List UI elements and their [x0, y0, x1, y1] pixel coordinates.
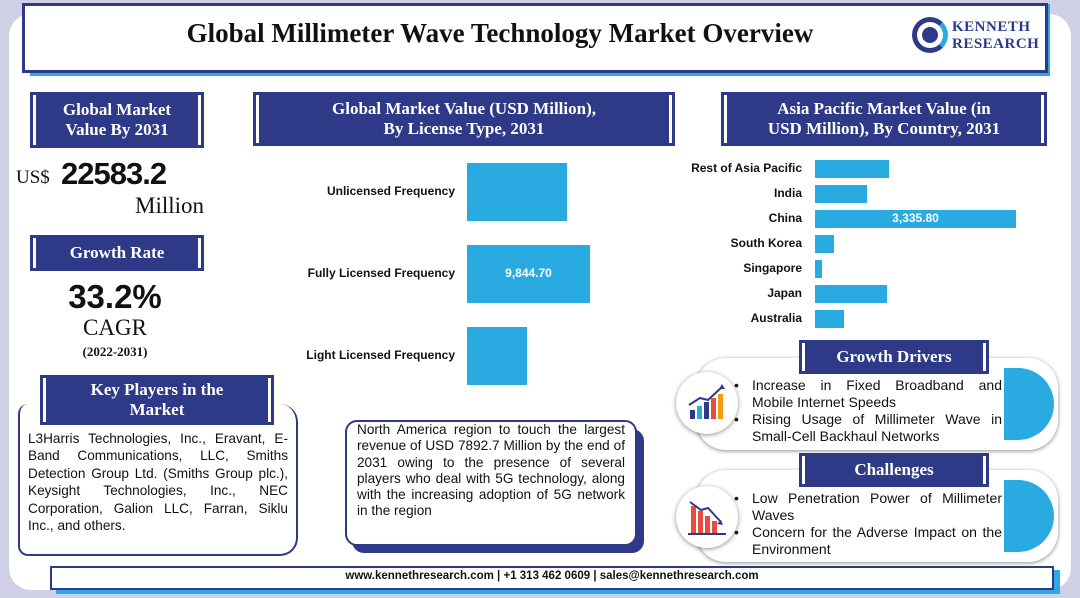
challenges-banner: Challenges	[802, 456, 986, 484]
market-value-banner: Global Market Value By 2031	[33, 95, 201, 145]
chart-category-label: Light Licensed Frequency	[306, 348, 455, 362]
chart-bar	[815, 260, 822, 278]
logo-dot-icon	[922, 27, 938, 43]
chart-bar	[467, 245, 590, 303]
north-america-text: North America region to touch the larges…	[357, 422, 625, 519]
license-chart-banner: Global Market Value (USD Million), By Li…	[256, 95, 672, 143]
logo-text-line2: RESEARCH	[952, 36, 1040, 52]
key-players-banner-line2: Market	[129, 400, 185, 419]
apac-chart-banner-line1: Asia Pacific Market Value (in	[777, 99, 991, 119]
chart-category-label: Fully Licensed Frequency	[307, 266, 455, 280]
key-players-banner: Key Players in the Market	[43, 378, 271, 422]
cagr-label: CAGR	[83, 315, 147, 340]
challenges-icon-circle	[676, 486, 738, 548]
cagr-value: 33.2%	[68, 278, 162, 315]
title-box	[22, 3, 1048, 73]
market-value-banner-line2: Value By 2031	[65, 120, 169, 139]
chart-bar	[815, 285, 887, 303]
growth-drivers-list: Increase in Fixed Broadband and Mobile I…	[732, 377, 1002, 445]
chart-category-label: Singapore	[743, 261, 802, 275]
key-players-box	[18, 404, 298, 556]
chart-category-label: Unlicensed Frequency	[326, 184, 455, 198]
market-value-number: 22583.2	[61, 156, 167, 191]
market-value-banner-line1: Global Market	[62, 100, 172, 120]
challenge-item: Concern for the Adverse Impact on the En…	[732, 524, 1002, 558]
growth-driver-item: Rising Usage of Millimeter Wave in Small…	[732, 411, 1002, 445]
cagr-period: (2022-2031)	[82, 344, 148, 359]
chart-category-label: South Korea	[730, 236, 802, 250]
license-chart-banner-line1: Global Market Value (USD Million),	[332, 99, 596, 119]
chart-bar	[815, 235, 834, 253]
key-players-banner-line1: Key Players in the	[90, 380, 224, 400]
chart-category-label: Japan	[767, 286, 802, 300]
key-players-text: L3Harris Technologies, Inc., Eravant, E-…	[28, 431, 288, 534]
north-america-box	[345, 420, 637, 546]
challenges-list: Low Penetration Power of Millimeter Wave…	[732, 490, 1002, 558]
chart-bar	[815, 185, 867, 203]
chart-bar	[815, 160, 889, 178]
rising-chart-icon	[688, 384, 725, 419]
chart-category-label: Rest of Asia Pacific	[691, 161, 802, 175]
challenge-item: Low Penetration Power of Millimeter Wave…	[732, 490, 1002, 524]
page-title: Global Millimeter Wave Technology Market…	[186, 18, 814, 48]
chart-category-label: Australia	[750, 311, 802, 325]
chart-category-label: India	[773, 186, 802, 200]
footer-contact[interactable]: www.kennethresearch.com | +1 313 462 060…	[345, 570, 759, 582]
chart-bar	[467, 163, 567, 221]
growth-drivers-banner: Growth Drivers	[802, 343, 986, 371]
growth-drivers-icon-circle	[676, 372, 738, 434]
chart-bar	[815, 310, 844, 328]
chart-bar	[467, 327, 527, 385]
chart-data-label: 3,335.80	[892, 211, 939, 225]
growth-rate-banner: Growth Rate	[33, 238, 201, 268]
currency-prefix: US$	[16, 167, 50, 188]
footer-box	[50, 566, 1054, 590]
chart-category-label: China	[768, 211, 802, 225]
apac-chart-banner: Asia Pacific Market Value (in USD Millio…	[724, 95, 1044, 143]
chart-bar	[815, 210, 1016, 228]
apac-chart-banner-line2: USD Million), By Country, 2031	[767, 119, 1001, 138]
logo-ring-icon	[912, 17, 948, 53]
license-chart-banner-line2: By License Type, 2031	[383, 119, 545, 138]
company-logo: KENNETH RESEARCH	[912, 17, 1040, 57]
logo-text-line1: KENNETH	[952, 19, 1031, 35]
market-value-unit: Million	[135, 193, 205, 218]
chart-data-label: 9,844.70	[505, 266, 552, 280]
falling-chart-icon	[688, 501, 726, 535]
growth-driver-item: Increase in Fixed Broadband and Mobile I…	[732, 377, 1002, 411]
